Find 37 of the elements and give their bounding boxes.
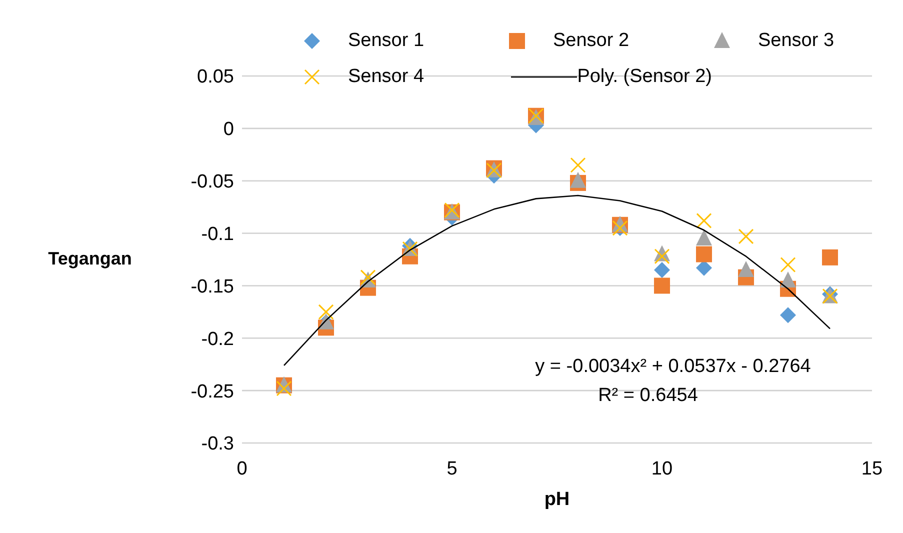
y-tick-label: -0.2 (201, 328, 234, 350)
x-tick-label: 0 (236, 458, 248, 480)
legend-label: Sensor 2 (553, 30, 630, 52)
legend-label: Sensor 1 (348, 30, 424, 52)
y-tick-label: -0.15 (190, 276, 234, 298)
y-tick-label: -0.05 (190, 172, 234, 193)
point (276, 380, 292, 396)
y-tick-label: -0.3 (201, 434, 234, 455)
annotation: y = -0.0034x² + 0.0537x - 0.2764 (534, 356, 812, 378)
point (654, 248, 670, 264)
point (780, 256, 796, 272)
point (780, 307, 796, 324)
y-tick-label: 0 (223, 119, 234, 140)
y-axis-title: Tegangan (48, 248, 132, 268)
annotation: R² = 0.6454 (597, 385, 699, 407)
y-tick-label: -0.25 (190, 381, 234, 402)
point (696, 230, 712, 246)
point (780, 271, 796, 288)
point (654, 262, 670, 278)
point (654, 278, 670, 294)
point (570, 157, 586, 173)
point (696, 212, 712, 228)
point (738, 228, 754, 244)
y-tick-label: 0.05 (197, 66, 234, 88)
point (570, 172, 586, 188)
x-axis-title: pH (544, 489, 570, 510)
point (822, 249, 838, 266)
y-tick-label: -0.1 (201, 224, 234, 246)
legend-label: Sensor 4 (348, 66, 424, 88)
point (738, 260, 754, 277)
point (696, 246, 712, 262)
x-tick-label: 5 (446, 458, 458, 480)
legend-label: Sensor 3 (758, 30, 834, 52)
x-tick-label: 15 (861, 458, 883, 480)
legend-label: Poly. (Sensor 2) (577, 66, 712, 88)
x-tick-label: 10 (651, 458, 673, 480)
point (318, 304, 334, 320)
